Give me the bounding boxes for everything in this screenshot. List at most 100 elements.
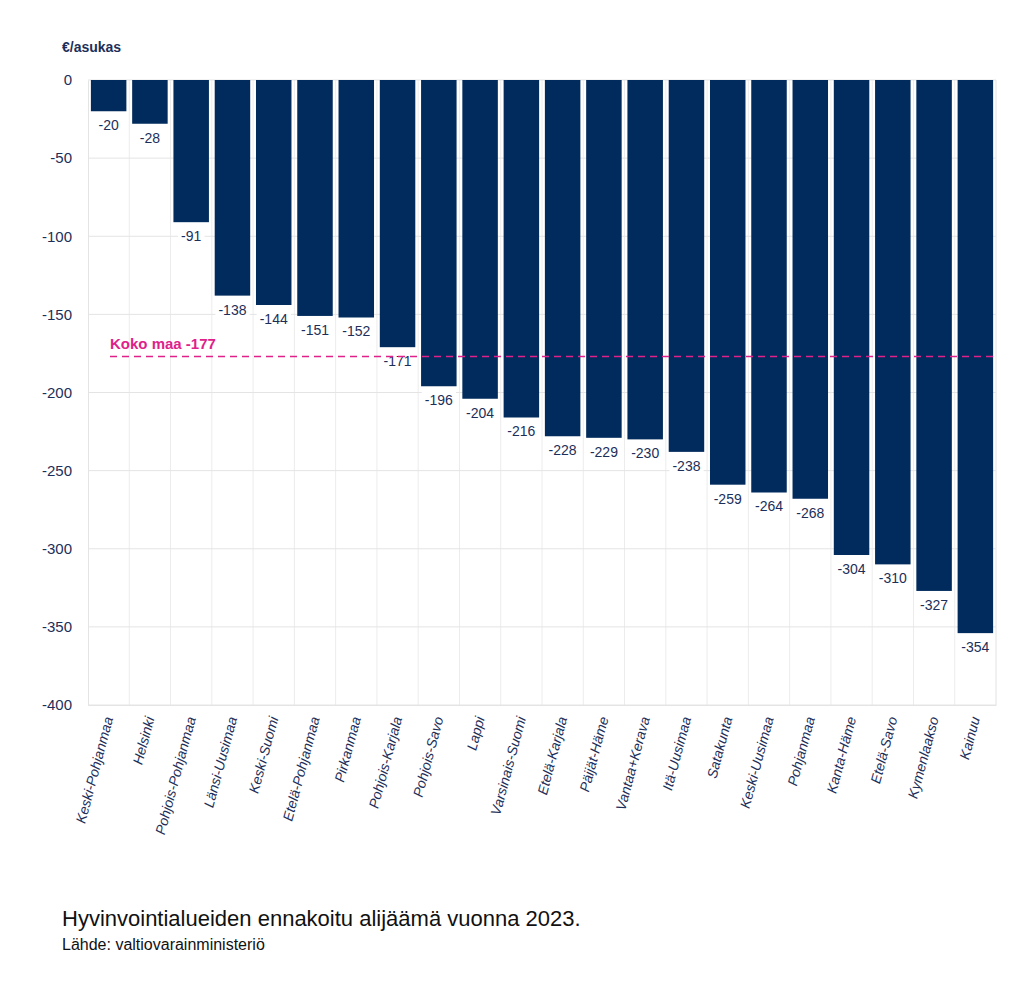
y-tick-label: -400	[42, 696, 72, 713]
data-label-background	[137, 128, 163, 148]
x-tick-label: Etelä-Karjala	[534, 715, 570, 797]
x-tick: Kymenlaakso	[905, 705, 942, 800]
y-axis-line	[88, 81, 89, 706]
data-labels: -20-28-91-138-144-151-152-171-196-204-21…	[96, 115, 993, 657]
bar	[586, 80, 621, 438]
x-tick-label: Kymenlaakso	[905, 715, 942, 801]
y-axis-title: €/asukas	[62, 39, 121, 55]
y-tick-label: -50	[50, 149, 72, 166]
x-tick: Pohjois-Pohjanmaa	[152, 705, 199, 836]
bar	[751, 80, 786, 493]
data-label-group: -304	[835, 559, 869, 579]
data-label-background	[215, 300, 249, 320]
data-label: -196	[425, 392, 453, 408]
x-tick: Keski-Pohjanmaa	[72, 705, 116, 825]
data-label-background	[96, 115, 122, 135]
x-tick: Helsinki	[129, 705, 157, 766]
data-label-group: -354	[958, 637, 992, 657]
data-label: -20	[99, 117, 119, 133]
data-label-background	[339, 321, 373, 341]
data-label-group: -20	[96, 115, 122, 135]
y-tick: -400	[42, 696, 88, 713]
x-tick-label: Pohjanmaa	[784, 715, 818, 788]
data-label-group: -259	[711, 489, 745, 509]
bar	[132, 80, 167, 124]
x-tick: Pirkanmaa	[331, 705, 364, 784]
data-label-group: -204	[463, 403, 497, 423]
x-tick-label: Kanta-Häme	[823, 715, 859, 795]
data-label: -204	[466, 405, 494, 421]
bar	[545, 80, 580, 436]
bar	[462, 80, 497, 399]
data-label-background	[504, 421, 538, 441]
data-label: -238	[672, 458, 700, 474]
data-label-background	[381, 351, 415, 371]
y-tick-label: -350	[42, 618, 72, 635]
x-tick-label: Länsi-Uusimaa	[200, 715, 240, 810]
data-label-background	[835, 559, 869, 579]
data-label-background	[669, 456, 703, 476]
y-tick-label: -250	[42, 462, 72, 479]
x-tick: Vantaa+Kerava	[612, 705, 652, 812]
data-label-group: -138	[215, 300, 249, 320]
data-label-background	[257, 309, 291, 329]
data-label-group: -268	[793, 503, 827, 523]
data-label-group: -228	[546, 440, 580, 460]
data-label-group: -28	[137, 128, 163, 148]
x-tick-label: Päijät-Häme	[576, 715, 611, 794]
x-tick: Länsi-Uusimaa	[200, 705, 240, 809]
data-label: -228	[549, 442, 577, 458]
data-label-background	[463, 403, 497, 423]
x-tick-label: Keski-Pohjanmaa	[72, 715, 116, 825]
y-tick: -50	[50, 149, 88, 166]
reference-label: Koko maa -177	[110, 335, 216, 352]
y-tick-label: -100	[42, 228, 72, 245]
data-label-group: -230	[628, 443, 662, 463]
data-label-background	[628, 443, 662, 463]
data-label-group: -310	[876, 568, 910, 588]
x-tick-label: Etelä-Pohjanmaa	[279, 715, 322, 823]
data-label-group: -238	[669, 456, 703, 476]
data-label: -264	[755, 498, 783, 514]
data-label-group: -91	[178, 226, 204, 246]
x-tick: Etelä-Savo	[867, 705, 900, 785]
x-tick-label: Keski-Suomi	[246, 714, 282, 795]
x-tick: Pohjois-Savo	[410, 705, 447, 799]
x-tick-label: Itä-Uusimaa	[659, 715, 694, 792]
y-tick-label: -300	[42, 540, 72, 557]
x-tick: Satakunta	[704, 705, 736, 780]
data-label: -327	[920, 597, 948, 613]
x-tick-label: Helsinki	[129, 714, 157, 766]
x-tick: Keski-Uusimaa	[737, 705, 777, 810]
x-tick-label: Pohjois-Pohjanmaa	[152, 715, 199, 837]
y-tick: -100	[42, 228, 88, 245]
y-tick: -300	[42, 540, 88, 557]
bar	[669, 80, 704, 452]
x-tick: Päijät-Häme	[576, 705, 611, 793]
x-tick: Pohjanmaa	[784, 705, 818, 787]
bar	[710, 80, 745, 485]
x-axis-line	[89, 705, 997, 706]
bar	[91, 80, 126, 111]
chart: 0-50-100-150-200-250-300-350-400€/asukas…	[0, 0, 1024, 997]
x-tick-label: Pohjois-Karjala	[365, 715, 405, 810]
bar	[173, 80, 208, 222]
data-label: -304	[838, 561, 866, 577]
bar	[380, 80, 415, 347]
data-label: -354	[961, 639, 989, 655]
data-label-group: -152	[339, 321, 373, 341]
title: Hyvinvointialueiden ennakoitu alijäämä v…	[62, 906, 581, 931]
data-label-background	[422, 390, 456, 410]
data-label-group: -196	[422, 390, 456, 410]
data-label: -171	[384, 353, 412, 369]
data-label: -216	[507, 423, 535, 439]
grid	[88, 80, 996, 705]
x-tick-label: Varsinais-Suomi	[487, 714, 529, 817]
y-tick-label: 0	[64, 71, 72, 88]
x-tick: Etelä-Pohjanmaa	[279, 705, 322, 823]
reference: Koko maa -177	[110, 335, 996, 357]
grid-line	[88, 705, 996, 706]
data-label-group: -151	[298, 320, 332, 340]
x-tick: Keski-Suomi	[246, 705, 282, 795]
data-label-background	[711, 489, 745, 509]
